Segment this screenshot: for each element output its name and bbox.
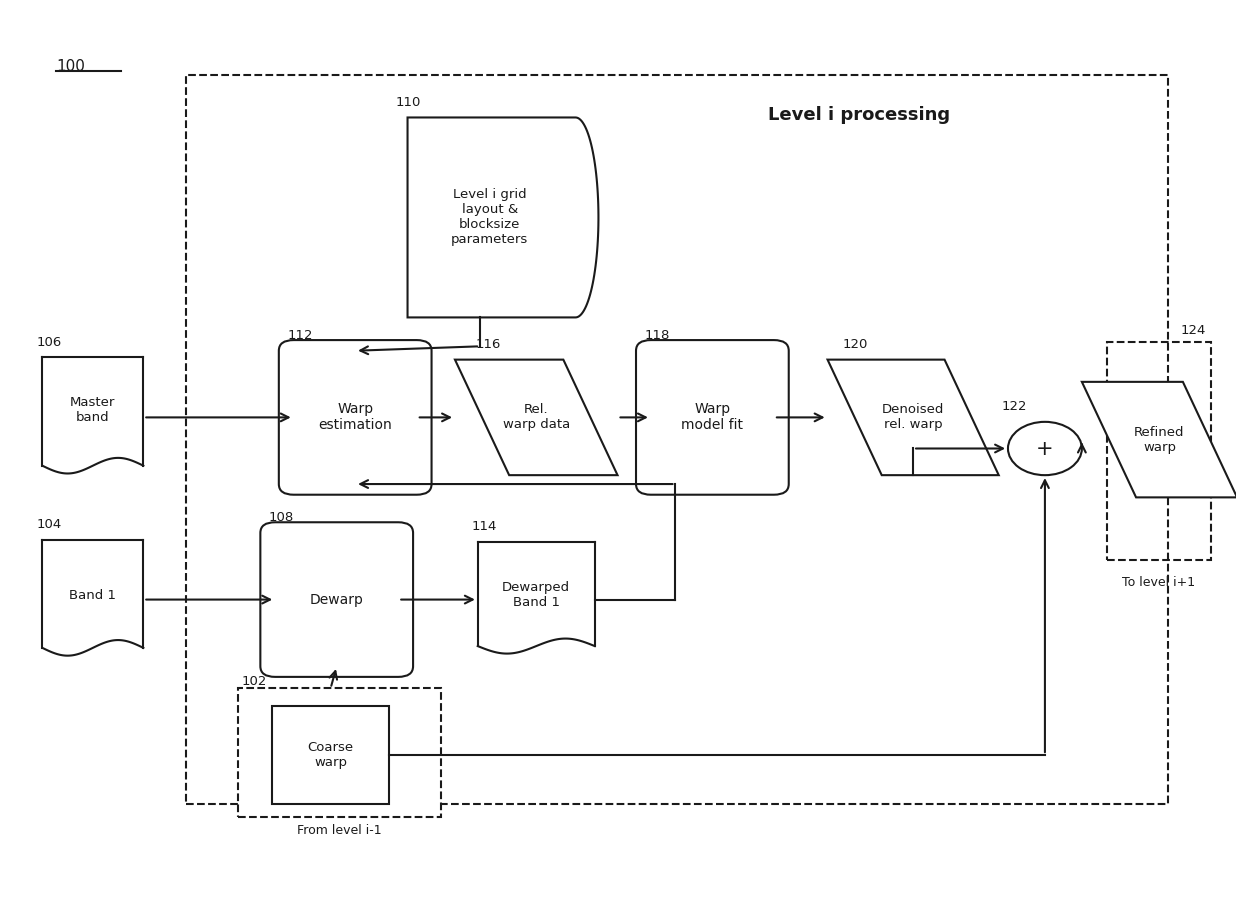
Text: 120: 120 [842, 338, 868, 351]
Text: Rel.
warp data: Rel. warp data [502, 404, 570, 431]
Text: Coarse
warp: Coarse warp [308, 741, 353, 769]
Text: Level i grid
layout &
blocksize
parameters: Level i grid layout & blocksize paramete… [451, 188, 528, 247]
Text: 114: 114 [471, 520, 497, 533]
Text: 104: 104 [36, 518, 62, 531]
Text: 124: 124 [1180, 325, 1205, 337]
Text: Master
band: Master band [71, 396, 115, 424]
Text: 100: 100 [56, 59, 84, 74]
Text: Refined
warp: Refined warp [1135, 425, 1184, 454]
Polygon shape [1081, 382, 1238, 497]
Text: Dewarp: Dewarp [310, 593, 363, 606]
Text: +: + [1037, 439, 1054, 458]
Text: Dewarped
Band 1: Dewarped Band 1 [502, 581, 570, 609]
Text: 116: 116 [476, 338, 501, 351]
Text: 106: 106 [36, 335, 62, 349]
Polygon shape [827, 360, 998, 475]
Text: 118: 118 [645, 329, 670, 342]
Text: Denoised
rel. warp: Denoised rel. warp [882, 404, 945, 431]
Text: From level i-1: From level i-1 [298, 824, 382, 838]
Bar [272, 706, 389, 804]
Text: Band 1: Band 1 [69, 588, 117, 602]
FancyBboxPatch shape [636, 340, 789, 495]
FancyBboxPatch shape [260, 522, 413, 677]
Polygon shape [408, 118, 599, 318]
Polygon shape [455, 360, 618, 475]
Text: Warp
model fit: Warp model fit [681, 402, 743, 432]
Text: 110: 110 [396, 96, 420, 109]
Bar [42, 357, 144, 466]
Text: 102: 102 [242, 675, 268, 688]
Text: Level i processing: Level i processing [768, 106, 950, 125]
Circle shape [1008, 422, 1081, 475]
Text: 122: 122 [1002, 400, 1027, 413]
Text: 112: 112 [288, 329, 312, 342]
Bar [42, 540, 144, 648]
FancyBboxPatch shape [238, 688, 441, 817]
Text: To level i+1: To level i+1 [1122, 576, 1195, 588]
Text: Warp
estimation: Warp estimation [319, 402, 392, 432]
Bar [477, 542, 595, 646]
Text: 108: 108 [269, 511, 294, 524]
FancyBboxPatch shape [279, 340, 432, 495]
